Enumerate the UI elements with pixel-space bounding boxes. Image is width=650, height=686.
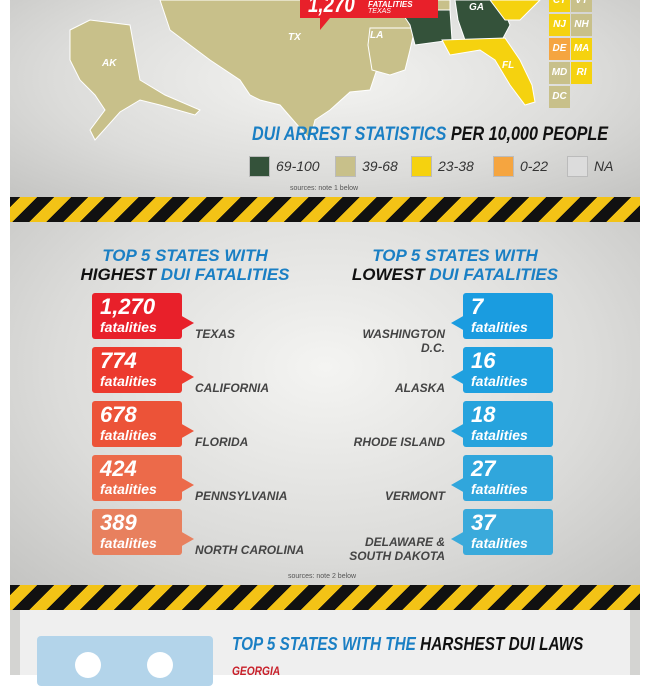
state-label-fl: FL <box>502 60 515 71</box>
state-box-nh: NH <box>571 14 592 36</box>
legend-label: NA <box>594 158 614 174</box>
state-label-ga: GA <box>469 2 484 13</box>
lowest-fatality-box: 27 fatalities <box>451 455 553 501</box>
laws-section: TOP 5 STATES WITH THE HARSHEST DUI LAWS … <box>10 610 640 686</box>
highest-fatality-box: 678 fatalities <box>92 401 194 447</box>
state-box-nj: NJ <box>549 14 570 36</box>
laws-illustration <box>37 636 213 686</box>
state-name: FLORIDA <box>195 435 249 449</box>
fatality-count: 424 <box>100 456 137 481</box>
legend-swatch <box>493 156 514 177</box>
state-box-ma: MA <box>571 38 592 60</box>
highest-fatality-box: 774 fatalities <box>92 347 194 393</box>
laws-title: TOP 5 STATES WITH THE HARSHEST DUI LAWS <box>232 634 584 654</box>
state-box-ct: CT <box>549 0 570 12</box>
map-mississippi-alabama <box>399 9 453 46</box>
map-section: 1,270 FATALITIES TEXAS TX LA GA FL AK CT… <box>10 0 640 197</box>
fatality-count: 7 <box>471 294 484 319</box>
fatality-unit: fatalities <box>471 535 528 551</box>
lowest-fatality-box: 18 fatalities <box>451 401 553 447</box>
state-box-de: DE <box>549 38 570 60</box>
fatality-count: 16 <box>471 348 496 373</box>
highest-fatality-box: 1,270 fatalities <box>92 293 194 339</box>
highest-fatality-box: 389 fatalities <box>92 509 194 555</box>
state-name: WASHINGTON D.C. <box>362 327 445 355</box>
state-name: NORTH CAROLINA <box>195 543 305 557</box>
hazard-stripe <box>10 197 640 222</box>
hazard-stripe <box>10 585 640 610</box>
lowest-fatality-box: 7 fatalities <box>451 293 553 339</box>
fatality-count: 27 <box>471 456 496 481</box>
legend-swatch <box>249 156 270 177</box>
highest-fatality-box: 424 fatalities <box>92 455 194 501</box>
fatality-count: 37 <box>471 510 496 535</box>
map-florida <box>441 37 536 106</box>
legend-label: 39-68 <box>362 158 398 174</box>
map-title: DUI ARREST STATISTICS PER 10,000 PEOPLE <box>252 124 609 145</box>
fatality-unit: fatalities <box>471 373 528 389</box>
fatality-count: 389 <box>100 510 137 535</box>
highest-title: TOP 5 STATES WITH HIGHEST DUI FATALITIES <box>80 246 290 284</box>
laws-first-state: GEORGIA <box>232 664 281 678</box>
state-name: ALASKA <box>395 381 445 395</box>
state-name: PENNSYLVANIA <box>195 489 288 503</box>
fatalities-source: sources: note 2 below <box>288 573 357 580</box>
fatality-count: 774 <box>100 348 137 373</box>
fatality-unit: fatalities <box>471 427 528 443</box>
fatality-unit: fatalities <box>100 373 157 389</box>
fatality-unit: fatalities <box>100 427 157 443</box>
state-name: TEXAS <box>195 327 236 341</box>
map-alaska <box>69 19 201 141</box>
texas-callout: 1,270 FATALITIES TEXAS <box>300 0 438 30</box>
legend-label: 69-100 <box>276 158 320 174</box>
state-label-la: LA <box>370 30 384 41</box>
lowest-title: TOP 5 STATES WITH LOWEST DUI FATALITIES <box>351 246 559 284</box>
legend-label: 23-38 <box>438 158 474 174</box>
fatality-count: 678 <box>100 402 137 427</box>
state-name: CALIFORNIA <box>195 381 269 395</box>
fatality-count: 18 <box>471 402 496 427</box>
fatality-unit: fatalities <box>100 535 157 551</box>
legend-swatch <box>411 156 432 177</box>
fatality-count: 1,270 <box>100 294 156 319</box>
state-name: DELAWARE & SOUTH DAKOTA <box>349 535 445 563</box>
us-map <box>69 0 541 142</box>
legend-swatch <box>335 156 356 177</box>
state-box-md: MD <box>549 62 570 84</box>
state-name: RHODE ISLAND <box>353 435 445 449</box>
state-box-ri: RI <box>571 62 592 84</box>
fatality-unit: fatalities <box>100 481 157 497</box>
lowest-fatality-box: 37 fatalities <box>451 509 553 555</box>
map-source: sources: note 1 below <box>290 185 359 192</box>
map-west-states <box>159 0 451 142</box>
fatality-unit: fatalities <box>100 319 157 335</box>
legend-label: 0-22 <box>520 158 549 174</box>
state-box-dc: DC <box>549 86 570 108</box>
fatality-unit: fatalities <box>471 319 528 335</box>
legend-swatch <box>567 156 588 177</box>
state-label-ak: AK <box>102 58 117 69</box>
fatalities-section: TOP 5 STATES WITH HIGHEST DUI FATALITIES… <box>10 222 640 585</box>
fatality-unit: fatalities <box>471 481 528 497</box>
state-label-tx: TX <box>288 32 301 43</box>
state-box-vt: VT <box>571 0 592 12</box>
map-carolinas <box>489 0 541 21</box>
state-name: VERMONT <box>385 489 445 503</box>
lowest-fatality-box: 16 fatalities <box>451 347 553 393</box>
